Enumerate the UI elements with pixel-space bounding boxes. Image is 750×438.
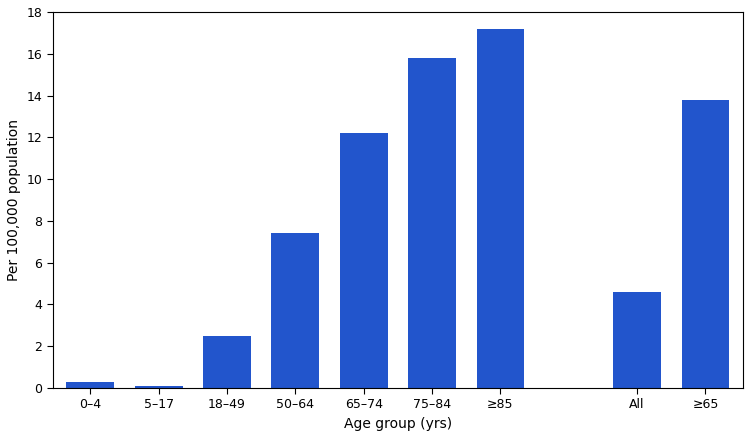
Bar [135, 386, 183, 388]
Bar [682, 100, 730, 388]
Bar [67, 382, 114, 388]
Bar [272, 233, 320, 388]
Bar [476, 28, 524, 388]
Y-axis label: Per 100,000 population: Per 100,000 population [7, 119, 21, 281]
Bar [340, 133, 388, 388]
Bar [408, 58, 456, 388]
Bar [614, 292, 661, 388]
Bar [203, 336, 251, 388]
X-axis label: Age group (yrs): Age group (yrs) [344, 417, 452, 431]
